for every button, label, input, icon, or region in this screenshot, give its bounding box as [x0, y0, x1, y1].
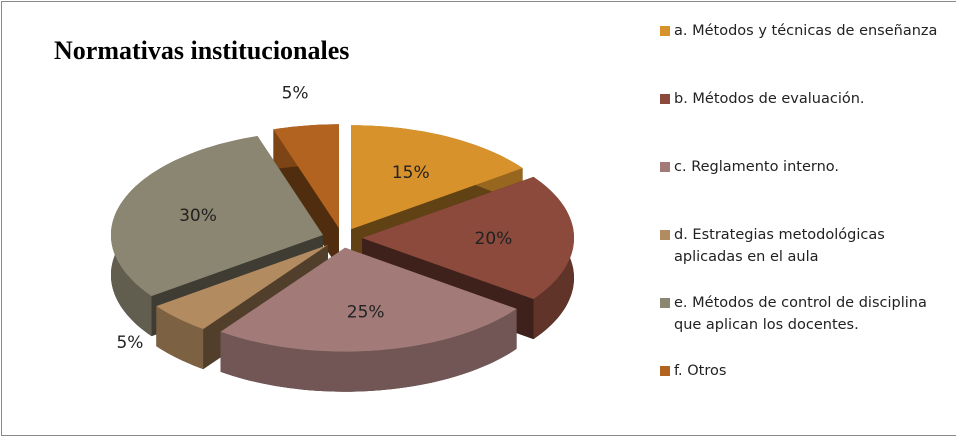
slice-side — [220, 308, 517, 392]
legend-swatch — [660, 366, 670, 376]
data-label: 5% — [116, 333, 143, 353]
legend-label: d. Estrategias metodológicas aplicadas e… — [674, 227, 885, 265]
legend-swatch — [660, 94, 670, 104]
data-label: 25% — [347, 302, 385, 322]
legend-label: c. Reglamento interno. — [674, 159, 840, 175]
legend-item: d. Estrategias metodológicas aplicadas e… — [660, 224, 954, 268]
legend-item: a. Métodos y técnicas de enseñanza — [660, 20, 954, 42]
legend-swatch — [660, 162, 670, 172]
legend-swatch — [660, 230, 670, 240]
slice — [156, 244, 328, 330]
data-label: 20% — [475, 229, 513, 249]
legend: a. Métodos y técnicas de enseñanza b. Mét… — [660, 0, 950, 437]
legend-item: b. Métodos de evaluación. — [660, 88, 954, 110]
data-label: 5% — [282, 84, 309, 104]
legend-label: f. Otros — [674, 363, 727, 379]
legend-item: c. Reglamento interno. — [660, 156, 954, 178]
legend-item: f. Otros — [660, 360, 954, 382]
legend-swatch — [660, 298, 670, 308]
slice — [362, 176, 574, 300]
chart-title: Normativas institucionales — [54, 36, 350, 65]
legend-label: e. Métodos de control de disciplina que … — [674, 295, 927, 333]
legend-item: e. Métodos de control de disciplina que … — [660, 292, 954, 336]
legend-label: b. Métodos de evaluación. — [674, 91, 865, 107]
data-label: 15% — [392, 163, 430, 183]
legend-swatch — [660, 26, 670, 36]
slice — [351, 125, 523, 230]
pie-area: 5% 15% 30% 20% 5% 25% — [111, 84, 574, 392]
legend-label: a. Métodos y técnicas de enseñanza — [674, 23, 938, 39]
slice-side — [156, 306, 204, 370]
slice — [220, 247, 517, 352]
slice — [111, 136, 323, 297]
slice — [273, 124, 339, 229]
data-label: 30% — [179, 206, 217, 226]
